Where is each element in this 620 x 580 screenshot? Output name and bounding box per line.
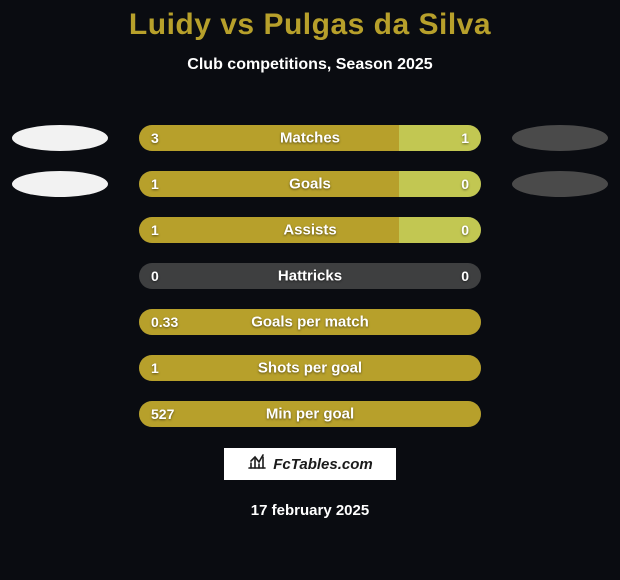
stat-track: 00Hattricks: [139, 263, 481, 289]
brand-label: FcTables.com: [273, 456, 372, 473]
stat-row: 527Min per goal: [0, 394, 620, 440]
stat-row: 00Hattricks: [0, 256, 620, 302]
home-team-orb: [12, 171, 108, 197]
comparison-card: Luidy vs Pulgas da Silva Club competitio…: [0, 0, 620, 580]
stat-rows: 31Matches 10Goals 10Assists 00Hattricks 0.33…: [0, 118, 620, 440]
metric-label: Hattricks: [139, 268, 481, 285]
stat-track: 1Shots per goal: [139, 355, 481, 381]
metric-label: Matches: [139, 130, 481, 147]
date-line: 17 february 2025: [0, 502, 620, 519]
stat-row: 31Matches: [0, 118, 620, 164]
away-team-orb: [512, 125, 608, 151]
home-team-orb: [12, 125, 108, 151]
metric-label: Goals: [139, 176, 481, 193]
away-team-orb: [512, 171, 608, 197]
stat-track: 527Min per goal: [139, 401, 481, 427]
stat-track: 0.33Goals per match: [139, 309, 481, 335]
metric-label: Min per goal: [139, 406, 481, 423]
brand-logo-icon: [247, 454, 267, 475]
stat-row: 10Assists: [0, 210, 620, 256]
stat-track: 31Matches: [139, 125, 481, 151]
metric-label: Shots per goal: [139, 360, 481, 377]
metric-label: Assists: [139, 222, 481, 239]
page-title: Luidy vs Pulgas da Silva: [0, 0, 620, 42]
metric-label: Goals per match: [139, 314, 481, 331]
stat-track: 10Assists: [139, 217, 481, 243]
stat-row: 10Goals: [0, 164, 620, 210]
stat-row: 1Shots per goal: [0, 348, 620, 394]
stat-track: 10Goals: [139, 171, 481, 197]
stat-row: 0.33Goals per match: [0, 302, 620, 348]
subtitle: Club competitions, Season 2025: [0, 56, 620, 74]
brand-badge: FcTables.com: [222, 446, 398, 482]
